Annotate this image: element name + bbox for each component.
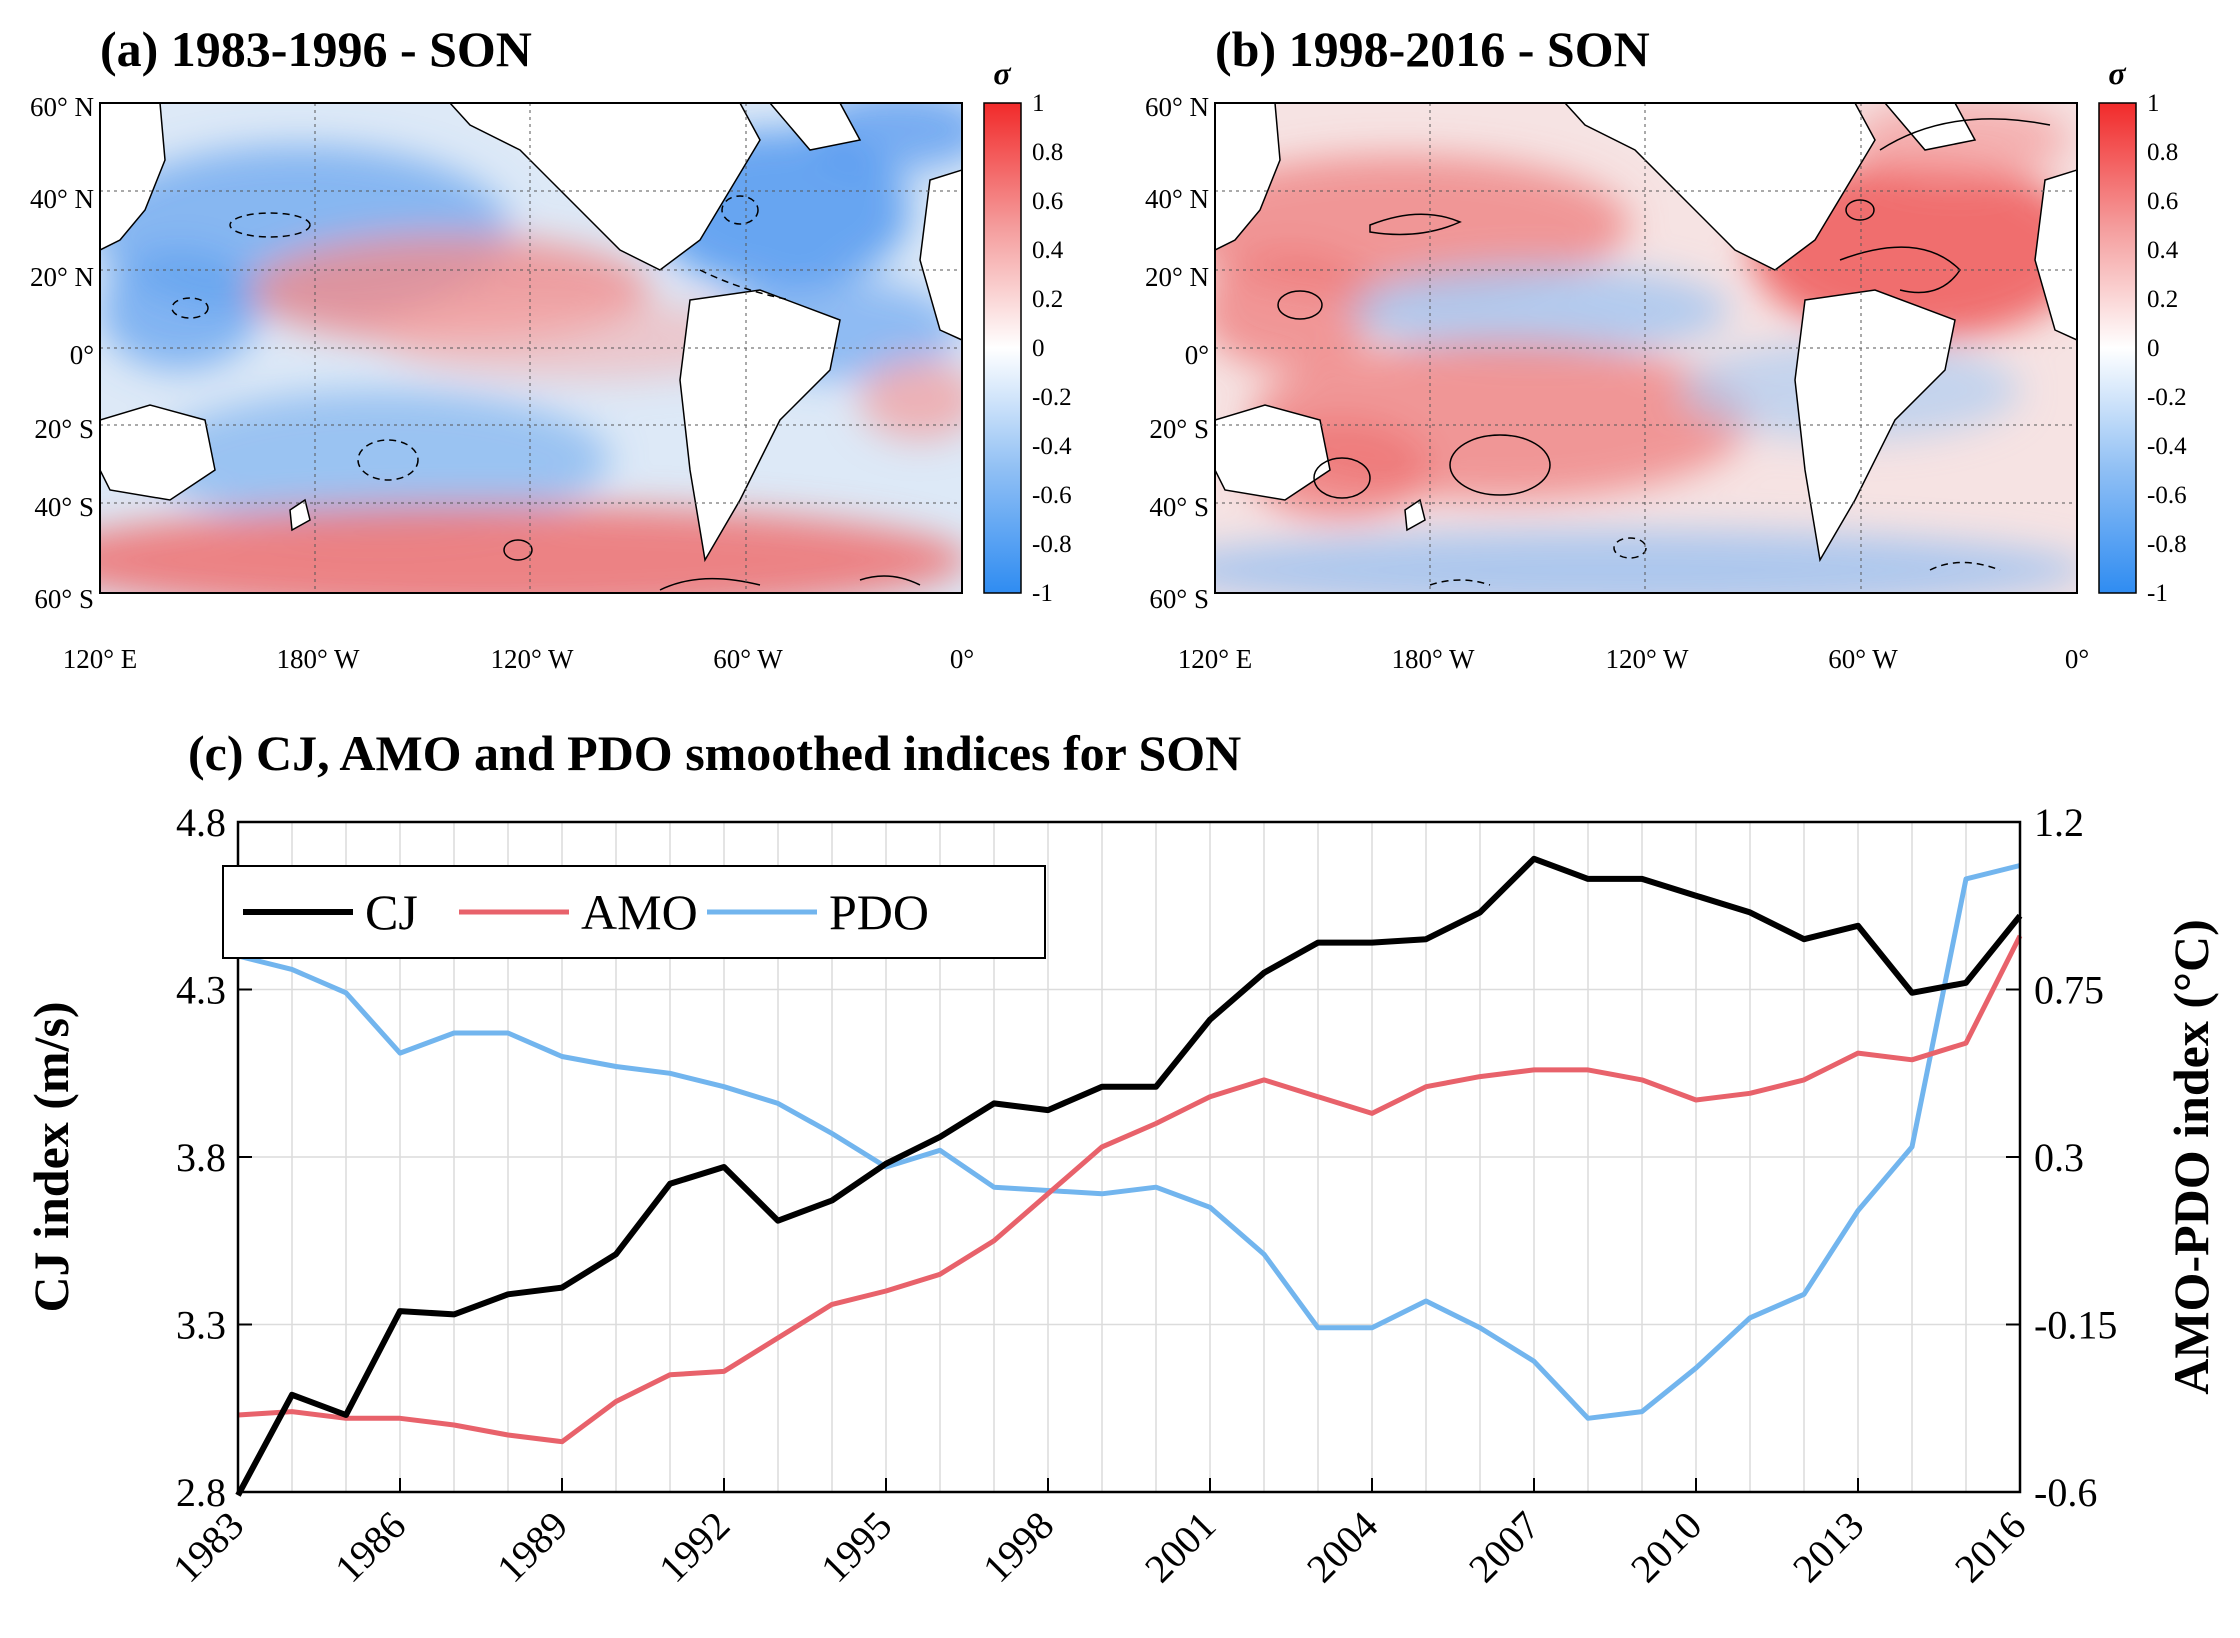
line-chart-panel: (c) CJ, AMO and PDO smoothed indices for… xyxy=(23,725,2219,1591)
map-a-cb-tick: 0.4 xyxy=(1032,237,1064,264)
x-tick-label: 1983 xyxy=(164,1503,252,1591)
right-axis-ticks: 1.2 0.75 0.3 -0.15 -0.6 xyxy=(2006,800,2117,1515)
x-tick-label: 1998 xyxy=(974,1503,1062,1591)
x-tick-label: 2004 xyxy=(1298,1503,1386,1591)
left-axis-ticks: 4.8 4.3 3.8 3.3 2.8 xyxy=(176,800,252,1515)
map-a-lat-label: 40° N xyxy=(30,184,94,214)
map-b-cb-tick: 0.2 xyxy=(2147,286,2178,313)
map-panel-a: (a) 1983-1996 - SON xyxy=(30,21,1072,674)
map-b-title: (b) 1998-2016 - SON xyxy=(1215,21,1650,77)
map-b-cb-tick: 0 xyxy=(2147,335,2160,362)
chart-title: (c) CJ, AMO and PDO smoothed indices for… xyxy=(188,725,1241,781)
map-a-lat-label: 0° xyxy=(70,340,94,370)
map-a-lon-label: 120° W xyxy=(490,644,574,674)
map-b-colorbar-symbol: σ xyxy=(2108,55,2126,91)
map-b-lat-label: 40° S xyxy=(1149,492,1209,522)
map-a-cb-tick: -0.6 xyxy=(1032,482,1072,509)
map-a-lat-label: 60° N xyxy=(30,92,94,122)
map-a-colorbar-symbol: σ xyxy=(993,55,1011,91)
map-b-cb-tick: 0.6 xyxy=(2147,188,2178,215)
map-a-lon-label: 0° xyxy=(950,644,974,674)
map-a-lon-label: 120° E xyxy=(63,644,138,674)
map-a-cb-tick: 0.8 xyxy=(1032,139,1063,166)
map-a-cb-tick: 0.2 xyxy=(1032,286,1063,313)
map-b-lon-labels: 120° E 180° W 120° W 60° W 0° xyxy=(1178,644,2089,674)
map-a-cb-tick: 1 xyxy=(1032,90,1045,117)
right-tick-label: -0.6 xyxy=(2034,1470,2097,1515)
x-tick-label: 1986 xyxy=(326,1503,414,1591)
legend-label-amo: AMO xyxy=(581,884,698,940)
map-b-cb-tick: -0.8 xyxy=(2147,531,2187,558)
map-a-lon-labels: 120° E 180° W 120° W 60° W 0° xyxy=(63,644,974,674)
legend-box xyxy=(222,865,1046,959)
map-b-cb-tick: -0.6 xyxy=(2147,482,2187,509)
map-b-cb-tick: -1 xyxy=(2147,580,2168,607)
map-a-lon-label: 180° W xyxy=(276,644,360,674)
map-a-cb-tick: -0.4 xyxy=(1032,433,1072,460)
right-tick-label: -0.15 xyxy=(2034,1303,2117,1348)
x-tick-label: 1995 xyxy=(812,1503,900,1591)
chart-series-layer xyxy=(235,855,2023,1497)
x-tick-label: 1989 xyxy=(488,1503,576,1591)
map-a-lat-labels: 60° N 40° N 20° N 0° 20° S 40° S 60° S xyxy=(30,92,94,614)
left-tick-label: 2.8 xyxy=(176,1470,226,1515)
x-tick-label: 2016 xyxy=(1946,1503,2034,1591)
map-a-cb-tick: -0.2 xyxy=(1032,384,1072,411)
right-tick-label: 0.75 xyxy=(2034,968,2104,1013)
x-tick-label: 2013 xyxy=(1784,1503,1872,1591)
map-a-colorbar: σ 1 0.8 0.6 0.4 0.2 0 -0.2 -0.4 -0.6 -0.… xyxy=(983,55,1072,607)
legend-label-cj: CJ xyxy=(365,884,418,940)
right-tick-label: 1.2 xyxy=(2034,800,2084,845)
left-axis-label: CJ index (m/s) xyxy=(23,1001,79,1312)
map-a-lat-label: 20° N xyxy=(30,262,94,292)
series-amo-line xyxy=(237,934,2023,1445)
right-axis-label: AMO-PDO index (°C) xyxy=(2163,919,2219,1395)
left-tick-label: 3.8 xyxy=(176,1135,226,1180)
map-b-lat-label: 20° S xyxy=(1149,414,1209,444)
x-tick-label: 2010 xyxy=(1622,1503,1710,1591)
x-tick-label: 2001 xyxy=(1136,1503,1224,1591)
map-b-lat-label: 60° S xyxy=(1149,584,1209,614)
map-b-cb-tick: -0.4 xyxy=(2147,433,2187,460)
map-b-lon-label: 180° W xyxy=(1391,644,1475,674)
chart-legend: CJ AMO PDO xyxy=(222,865,1046,959)
map-b-cb-tick: -0.2 xyxy=(2147,384,2187,411)
map-b-lon-label: 120° E xyxy=(1178,644,1253,674)
x-axis-ticks: 1983 1986 1989 1992 1995 1998 2001 2004 2007 2010… xyxy=(164,1478,2034,1591)
map-a-title: (a) 1983-1996 - SON xyxy=(100,21,532,77)
map-b-lon-label: 0° xyxy=(2065,644,2089,674)
left-tick-label: 4.8 xyxy=(176,800,226,845)
map-a-cb-tick: 0.6 xyxy=(1032,188,1063,215)
map-a-cb-tick: 0 xyxy=(1032,335,1045,362)
map-b-lat-label: 20° N xyxy=(1145,262,1209,292)
left-tick-label: 4.3 xyxy=(176,968,226,1013)
map-b-lat-label: 60° N xyxy=(1145,92,1209,122)
map-b-cb-tick: 0.4 xyxy=(2147,237,2179,264)
map-b-lat-labels: 60° N 40° N 20° N 0° 20° S 40° S 60° S xyxy=(1145,92,1209,614)
map-b-lon-label: 60° W xyxy=(1828,644,1898,674)
series-pdo-line xyxy=(237,863,2021,1421)
map-a-cb-tick: -1 xyxy=(1032,580,1053,607)
map-b-lat-label: 0° xyxy=(1185,340,1209,370)
map-b-cb-tick: 0.8 xyxy=(2147,139,2178,166)
right-tick-label: 0.3 xyxy=(2034,1135,2084,1180)
map-b-lon-label: 120° W xyxy=(1605,644,1689,674)
legend-label-pdo: PDO xyxy=(829,884,929,940)
series-cj-line xyxy=(235,855,2023,1497)
map-a-lat-label: 20° S xyxy=(34,414,94,444)
map-b-lat-label: 40° N xyxy=(1145,184,1209,214)
map-b-cb-tick: 1 xyxy=(2147,90,2160,117)
x-tick-label: 2007 xyxy=(1460,1503,1548,1591)
x-tick-label: 1992 xyxy=(650,1503,738,1591)
left-tick-label: 3.3 xyxy=(176,1303,226,1348)
map-a-cb-tick: -0.8 xyxy=(1032,531,1072,558)
map-a-field xyxy=(100,103,962,593)
map-b-colorbar: σ 1 0.8 0.6 0.4 0.2 0 -0.2 -0.4 -0.6 -0.… xyxy=(2098,55,2187,607)
map-b-field xyxy=(1215,103,2077,593)
map-panel-b: (b) 1998-2016 - SON xyxy=(1145,21,2187,674)
map-a-lat-label: 60° S xyxy=(34,584,94,614)
map-a-lon-label: 60° W xyxy=(713,644,783,674)
map-a-lat-label: 40° S xyxy=(34,492,94,522)
